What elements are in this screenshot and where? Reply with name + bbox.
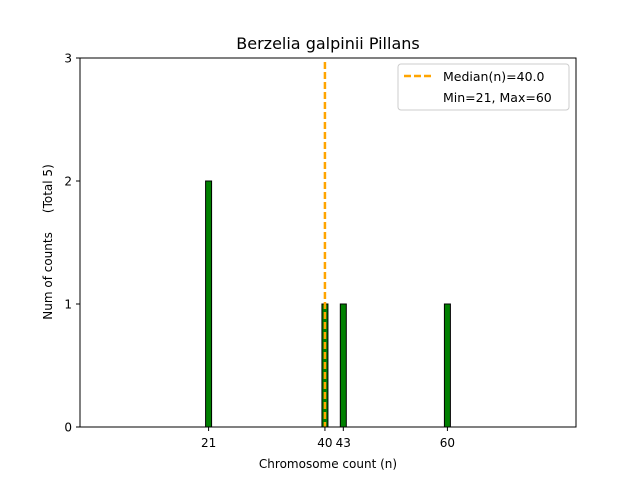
- x-tick-label-40: 40: [317, 436, 332, 450]
- plot-frame: [79, 57, 577, 428]
- x-ticks: 21 40 43 60: [201, 427, 455, 450]
- legend-entry-min-max: Min=21, Max=60: [443, 90, 552, 105]
- y-axis-label: Num of counts (Total 5): [41, 164, 55, 319]
- y-ticks: 0 1 2 3: [64, 52, 80, 435]
- x-tick-label-60: 60: [440, 436, 455, 450]
- bar-43: [339, 303, 347, 428]
- legend-entry-median: Median(n)=40.0: [443, 69, 544, 84]
- legend-box: [397, 63, 570, 111]
- y-tick-label-3: 3: [64, 52, 72, 66]
- x-tick-label-43: 43: [336, 436, 351, 450]
- x-tick-label-21: 21: [201, 436, 216, 450]
- y-tick-label-1: 1: [64, 298, 72, 312]
- y-tick-label-2: 2: [64, 175, 72, 189]
- y-tick-label-0: 0: [64, 421, 72, 435]
- legend: Median(n)=40.0 Min=21, Max=60: [397, 63, 570, 111]
- bar-60: [443, 303, 451, 428]
- chart-title: Berzelia galpinii Pillans: [236, 34, 419, 53]
- bar-21: [205, 180, 213, 428]
- x-axis-label: Chromosome count (n): [259, 457, 397, 471]
